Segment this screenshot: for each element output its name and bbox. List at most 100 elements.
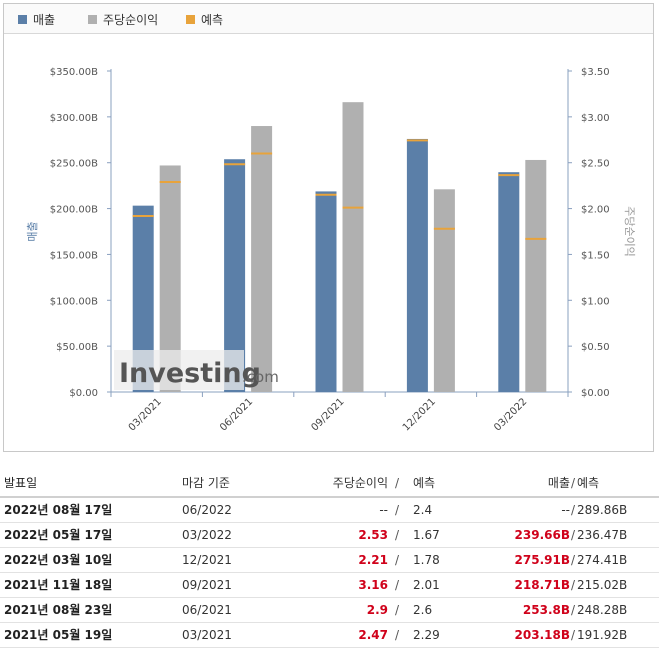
bar-eps [433,189,455,392]
legend-swatch-revenue [18,15,27,24]
cell-date: 2021년 08월 23일 [4,603,113,617]
cell-period: 09/2021 [182,578,232,592]
legend-item-revenue[interactable]: 매출 [18,11,55,28]
x-tick-label: 09/2021 [309,396,346,433]
legend-item-forecast[interactable]: 예측 [186,11,223,28]
table-row: 2022년 08월 17일 06/2022 --/2.4 --/289.86B [0,498,659,523]
y-tick-label-right: $0.00 [581,388,610,399]
bar-revenue [315,191,337,392]
cell-eps: 2.9 [366,603,388,617]
table-body: 2022년 08월 17일 06/2022 --/2.4 --/289.86B 2022… [0,498,659,648]
legend-swatch-eps [88,15,97,24]
cell-period: 03/2021 [182,628,232,642]
cell-eps: 2.53 [358,528,388,542]
header-slash: / [571,476,576,490]
y-tick-label-right: $1.00 [581,296,610,307]
cell-slash: / [395,503,400,517]
watermark-backdrop [114,350,244,390]
x-tick-label: 03/2021 [127,396,164,433]
header-revenue-forecast[interactable]: 예측 [577,476,600,490]
cell-period: 06/2021 [182,603,232,617]
header-eps-forecast[interactable]: 예측 [413,476,436,490]
header-slash: / [395,476,400,490]
cell-slash: / [395,628,400,642]
cell-revenue: -- [561,503,570,517]
cell-revenue-forecast: 248.28B [577,603,628,617]
cell-slash: / [571,553,576,567]
cell-eps-forecast: 1.78 [413,553,440,567]
legend-label-forecast: 예측 [201,13,224,27]
cell-revenue: 275.91B [514,553,570,567]
cell-date: 2021년 05월 19일 [4,628,113,642]
x-tick-label: 03/2022 [492,396,529,433]
cell-eps-forecast: 2.6 [413,603,433,617]
bar-revenue [224,159,246,392]
bar-eps [342,102,364,392]
y-tick-label-left: $250.00B [50,159,98,170]
legend-label-revenue: 매출 [33,13,56,27]
cell-slash: / [395,553,400,567]
bar-revenue [498,172,520,392]
table-row: 2021년 05월 19일 03/2021 2.47/2.29 203.18B/191… [0,623,659,648]
cell-slash: / [395,578,400,592]
cell-slash: / [571,628,576,642]
cell-date: 2021년 11월 18일 [4,578,113,592]
y-tick-label-left: $300.00B [50,113,98,124]
bar-eps [159,165,181,392]
cell-revenue: 239.66B [514,528,570,542]
x-tick-label: 06/2021 [218,396,255,433]
y-tick-label-right: $0.50 [581,342,610,353]
y-tick-label-right: $1.50 [581,250,610,261]
earnings-chart: $0.00 $50.00B $100.00B $150.00B $200.00B $250… [26,67,636,433]
table-row: 2021년 11월 18일 09/2021 3.16/2.01 218.71B/215… [0,573,659,598]
cell-revenue-forecast: 191.92B [577,628,628,642]
cell-revenue-forecast: 215.02B [577,578,628,592]
legend-item-eps[interactable]: 주당순이익 [88,11,158,28]
y-tick-label-left: $100.00B [50,296,98,307]
earnings-table: 발표일 마감 기준 주당순이익 / 예측 매출 / 예측 2022년 08월 1… [0,470,659,648]
cell-revenue: 253.8B [522,603,570,617]
table-row: 2021년 08월 23일 06/2021 2.9/2.6 253.8B/248.28… [0,598,659,623]
table-row: 2022년 05월 17일 03/2022 2.53/1.67 239.66B/236… [0,523,659,548]
cell-slash: / [571,503,576,517]
cell-eps-forecast: 2.4 [413,503,433,517]
watermark-domain: .com [242,368,279,386]
watermark-logo: Investing [119,358,261,389]
header-revenue[interactable]: 매출 [547,476,570,490]
cell-revenue-forecast: 289.86B [577,503,628,517]
cell-date: 2022년 08월 17일 [4,503,113,517]
cell-eps-forecast: 2.29 [413,628,440,642]
cell-revenue: 203.18B [514,628,570,642]
bar-eps [251,126,273,393]
legend-swatch-forecast [186,15,195,24]
cell-eps: -- [379,503,388,517]
cell-eps: 3.16 [358,578,388,592]
cell-revenue: 218.71B [514,578,570,592]
y-tick-label-right: $2.00 [581,205,610,216]
cell-slash: / [571,603,576,617]
x-tick-label: 12/2021 [401,396,438,433]
cell-date: 2022년 03월 10일 [4,553,113,567]
chart-panel: 매출 주당순이익 예측 $0.00 $50.00B $100.00B $150.00B… [3,3,654,452]
header-period[interactable]: 마감 기준 [182,476,230,490]
header-eps[interactable]: 주당순이익 [332,476,388,490]
legend-label-eps: 주당순이익 [103,13,159,27]
table-row: 2022년 03월 10일 12/2021 2.21/1.78 275.91B/274… [0,548,659,573]
cell-eps: 2.47 [358,628,388,642]
bar-revenue [406,138,428,392]
bar-eps [525,159,547,392]
y-tick-label-left: $200.00B [50,205,98,216]
cell-revenue-forecast: 274.41B [577,553,628,567]
y-tick-label-right: $3.50 [581,67,610,78]
cell-eps-forecast: 1.67 [413,528,440,542]
cell-period: 03/2022 [182,528,232,542]
header-date[interactable]: 발표일 [4,476,38,490]
cell-eps-forecast: 2.01 [413,578,440,592]
y-tick-label-right: $3.00 [581,113,610,124]
bar-revenue [132,205,154,392]
cell-period: 12/2021 [182,553,232,567]
cell-slash: / [571,578,576,592]
y-tick-label-left: $350.00B [50,67,98,78]
cell-date: 2022년 05월 17일 [4,528,113,542]
cell-eps: 2.21 [358,553,388,567]
